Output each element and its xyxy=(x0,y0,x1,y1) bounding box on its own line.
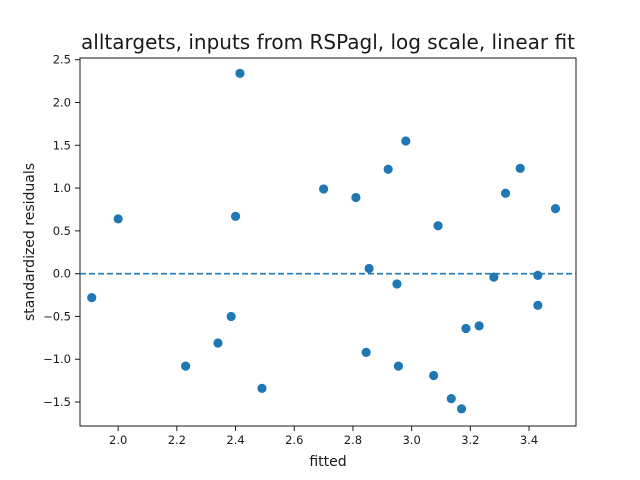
data-point xyxy=(87,293,97,303)
data-point xyxy=(500,188,511,198)
data-points xyxy=(87,68,561,414)
x-tick-label: 2.0 xyxy=(109,433,127,447)
data-point xyxy=(429,370,439,381)
data-point xyxy=(226,311,236,322)
x-tick-label: 3.4 xyxy=(520,433,538,447)
x-tick-label: 2.6 xyxy=(285,433,303,447)
y-tick-label: 2.5 xyxy=(53,53,71,67)
data-point xyxy=(401,136,411,146)
data-point xyxy=(446,394,456,404)
data-point xyxy=(364,263,374,274)
y-tick-label: 1.0 xyxy=(53,181,71,195)
data-point xyxy=(235,68,245,79)
data-point xyxy=(383,164,393,174)
y-tick-label: −1.5 xyxy=(43,395,71,409)
data-point xyxy=(393,361,404,371)
data-point xyxy=(515,163,525,173)
data-point xyxy=(550,204,561,214)
x-tick-label: 2.4 xyxy=(226,433,244,447)
data-point xyxy=(257,383,267,393)
data-point xyxy=(181,361,191,371)
data-point xyxy=(474,321,484,331)
data-point xyxy=(361,347,371,357)
data-point xyxy=(533,270,543,280)
y-tick-label: 0.5 xyxy=(53,224,71,238)
data-point xyxy=(213,338,223,348)
data-point xyxy=(392,279,402,289)
data-point xyxy=(489,272,499,282)
y-tick-label: −1.0 xyxy=(43,352,71,366)
data-point xyxy=(461,323,471,334)
x-tick-label: 2.2 xyxy=(168,433,186,447)
x-tick-label: 3.0 xyxy=(402,433,420,447)
data-point xyxy=(351,192,361,203)
y-tick-label: 1.5 xyxy=(53,138,71,152)
x-axis: 2.0 2.2 2.4 2.6 2.8 3.0 3.2 3.4 xyxy=(109,426,538,447)
data-point xyxy=(318,184,329,194)
y-axis: −1.5 −1.0 −0.5 0.0 0.5 1.0 1.5 2.0 2.5 xyxy=(43,53,80,409)
data-point xyxy=(230,211,241,221)
x-axis-label: fitted xyxy=(309,454,346,470)
x-tick-label: 3.2 xyxy=(461,433,479,447)
y-tick-label: 2.0 xyxy=(53,96,71,110)
y-axis-label: standardized residuals xyxy=(22,163,38,321)
x-tick-label: 2.8 xyxy=(344,433,362,447)
data-point xyxy=(533,300,543,310)
y-tick-label: −0.5 xyxy=(43,309,71,323)
chart-title: alltargets, inputs from RSPagl, log scal… xyxy=(81,30,575,54)
y-tick-label: 0.0 xyxy=(53,267,71,281)
data-point xyxy=(113,214,123,224)
data-point xyxy=(456,404,467,414)
plot-area xyxy=(79,57,577,427)
data-point xyxy=(433,221,443,231)
